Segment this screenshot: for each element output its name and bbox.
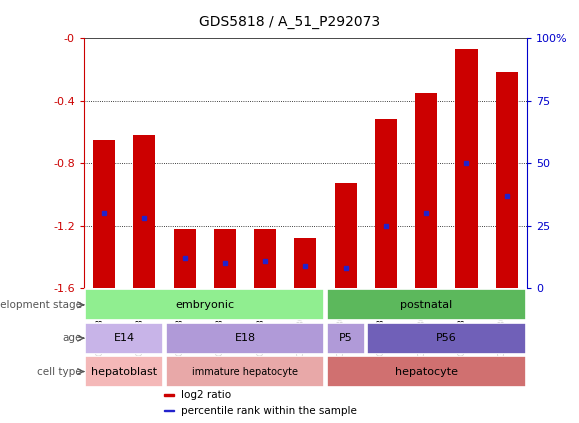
Bar	[327, 289, 526, 320]
Text: postnatal: postnatal	[400, 300, 452, 310]
Bar	[93, 140, 115, 288]
Bar	[85, 323, 163, 354]
Text: E18: E18	[234, 333, 255, 343]
Bar	[166, 356, 324, 387]
Bar	[327, 323, 365, 354]
Bar	[166, 323, 324, 354]
Text: percentile rank within the sample: percentile rank within the sample	[181, 406, 357, 416]
Text: P5: P5	[339, 333, 353, 343]
Text: immature hepatocyte: immature hepatocyte	[192, 367, 298, 376]
Bar	[164, 394, 174, 396]
Bar	[85, 289, 324, 320]
Text: hepatoblast: hepatoblast	[91, 367, 157, 376]
Text: age: age	[63, 333, 82, 343]
Bar	[85, 356, 163, 387]
Text: development stage: development stage	[0, 300, 82, 310]
Bar	[164, 410, 174, 412]
Bar	[174, 229, 196, 288]
Text: E14: E14	[113, 333, 135, 343]
Text: GDS5818 / A_51_P292073: GDS5818 / A_51_P292073	[199, 15, 380, 29]
Bar	[375, 119, 397, 288]
Bar	[133, 135, 155, 288]
Bar	[214, 229, 236, 288]
Bar	[367, 323, 526, 354]
Bar	[335, 184, 357, 288]
Bar	[496, 72, 518, 288]
Bar	[415, 93, 437, 288]
Text: P56: P56	[436, 333, 457, 343]
Text: embryonic: embryonic	[175, 300, 234, 310]
Text: log2 ratio: log2 ratio	[181, 390, 232, 400]
Bar	[456, 49, 478, 288]
Bar	[294, 238, 317, 288]
Bar	[327, 356, 526, 387]
Text: cell type: cell type	[37, 367, 82, 376]
Text: hepatocyte: hepatocyte	[395, 367, 458, 376]
Bar	[254, 229, 276, 288]
